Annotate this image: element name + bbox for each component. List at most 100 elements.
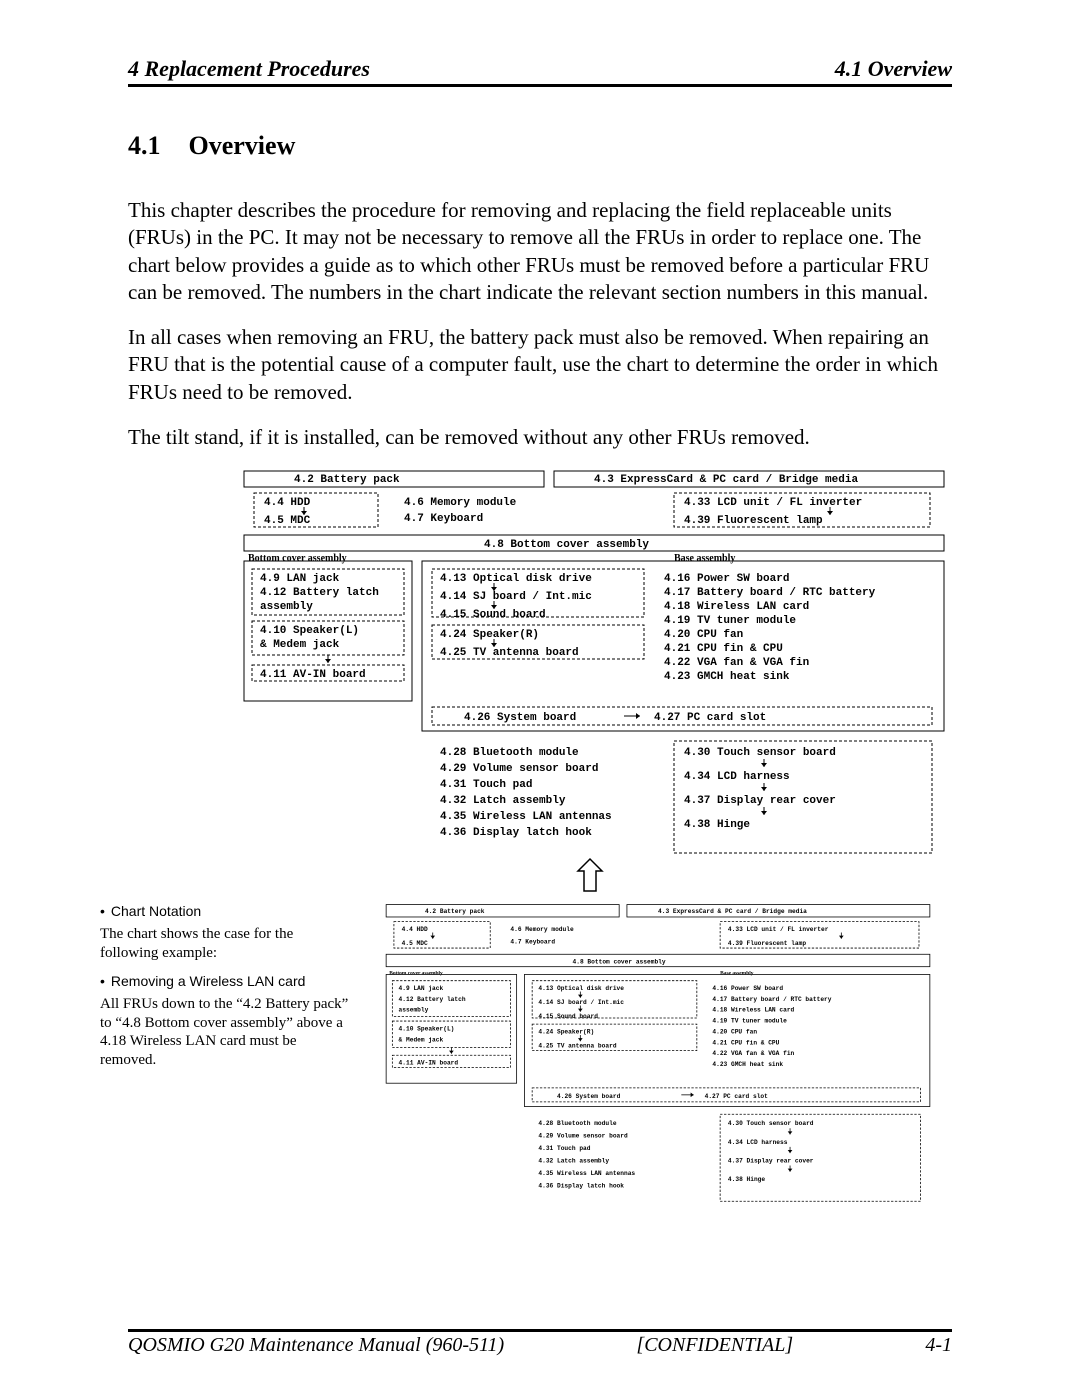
svg-text:4.18 Wireless LAN card: 4.18 Wireless LAN card <box>664 601 809 613</box>
svg-text:4.26 System board: 4.26 System board <box>464 712 576 724</box>
svg-text:& Medem jack: & Medem jack <box>260 639 340 651</box>
svg-text:4.6 Memory module: 4.6 Memory module <box>510 926 574 933</box>
svg-text:4.33 LCD unit / FL inverter: 4.33 LCD unit / FL inverter <box>684 497 862 509</box>
svg-text:4.25 TV antenna board: 4.25 TV antenna board <box>440 647 579 659</box>
svg-text:4.24 Speaker(R): 4.24 Speaker(R) <box>538 1029 594 1036</box>
svg-text:4.8 Bottom cover assembly: 4.8 Bottom cover assembly <box>484 539 649 551</box>
svg-text:4.15 Sound board: 4.15 Sound board <box>440 609 546 621</box>
svg-text:4.6 Memory module: 4.6 Memory module <box>404 497 517 509</box>
svg-text:4.10 Speaker(L): 4.10 Speaker(L) <box>260 625 359 637</box>
svg-text:4.11 AV-IN board: 4.11 AV-IN board <box>260 669 366 681</box>
svg-text:4.29 Volume sensor board: 4.29 Volume sensor board <box>538 1133 628 1140</box>
svg-text:4.31 Touch pad: 4.31 Touch pad <box>538 1145 590 1152</box>
svg-text:Base assembly: Base assembly <box>674 553 735 564</box>
svg-text:4.17 Battery board / RTC batt: 4.17 Battery board / RTC battery <box>712 996 831 1003</box>
svg-text:4.10 Speaker(L): 4.10 Speaker(L) <box>399 1026 455 1033</box>
svg-text:4.7 Keyboard: 4.7 Keyboard <box>404 513 483 525</box>
svg-text:4.20 CPU fan: 4.20 CPU fan <box>664 629 743 641</box>
svg-text:4.12 Battery latch: 4.12 Battery latch <box>260 587 379 599</box>
header-left: 4 Replacement Procedures <box>128 56 370 82</box>
svg-text:Bottom cover assembly: Bottom cover assembly <box>248 553 347 564</box>
svg-text:4.36 Display latch hook: 4.36 Display latch hook <box>538 1183 624 1190</box>
svg-text:4.16 Power SW board: 4.16 Power SW board <box>712 985 783 992</box>
svg-text:4.12 Battery latch: 4.12 Battery latch <box>399 996 466 1003</box>
svg-text:4.39 Fluorescent lamp: 4.39 Fluorescent lamp <box>684 515 823 527</box>
svg-text:4.2 Battery pack: 4.2 Battery pack <box>425 908 485 915</box>
notation-head-2: Removing a Wireless LAN card <box>100 973 350 989</box>
svg-text:4.20 CPU fan: 4.20 CPU fan <box>712 1029 757 1036</box>
svg-text:4.24 Speaker(R): 4.24 Speaker(R) <box>440 629 539 641</box>
svg-text:Base assembly: Base assembly <box>720 971 754 977</box>
footer-right: 4-1 <box>925 1334 952 1357</box>
svg-text:4.2 Battery pack: 4.2 Battery pack <box>294 474 400 486</box>
svg-text:4.14 SJ board / Int.mic: 4.14 SJ board / Int.mic <box>538 999 624 1006</box>
svg-text:4.35 Wireless LAN antennas: 4.35 Wireless LAN antennas <box>538 1170 635 1177</box>
svg-text:4.38 Hinge: 4.38 Hinge <box>684 819 750 831</box>
svg-text:4.23 GMCH heat sink: 4.23 GMCH heat sink <box>712 1061 783 1068</box>
svg-text:4.29 Volume sensor board: 4.29 Volume sensor board <box>440 763 598 775</box>
footer-left: QOSMIO G20 Maintenance Manual (960-511) <box>128 1334 504 1357</box>
svg-text:4.5 MDC: 4.5 MDC <box>402 940 428 947</box>
svg-text:4.17 Battery board / RTC batt: 4.17 Battery board / RTC battery <box>664 587 876 599</box>
svg-text:4.39 Fluorescent lamp: 4.39 Fluorescent lamp <box>728 940 806 947</box>
svg-text:4.28 Bluetooth module: 4.28 Bluetooth module <box>440 747 579 759</box>
svg-text:4.33 LCD unit / FL inverter: 4.33 LCD unit / FL inverter <box>728 926 829 933</box>
section-heading: Overview <box>189 131 296 160</box>
svg-text:4.30 Touch sensor board: 4.30 Touch sensor board <box>684 747 836 759</box>
fru-chart: 4.2 Battery pack 4.3 ExpressCard & PC car… <box>234 469 954 899</box>
notation-text-2: All FRUs down to the “4.2 Battery pack” … <box>100 995 350 1070</box>
svg-text:4.19 TV tuner module: 4.19 TV tuner module <box>712 1018 787 1025</box>
svg-text:4.3 ExpressCard & PC card / B: 4.3 ExpressCard & PC card / Bridge media <box>658 908 807 915</box>
svg-text:4.21 CPU fin & CPU: 4.21 CPU fin & CPU <box>712 1040 779 1047</box>
svg-text:assembly: assembly <box>399 1007 429 1014</box>
svg-text:4.22 VGA fan & VGA fin: 4.22 VGA fan & VGA fin <box>712 1051 794 1058</box>
svg-text:assembly: assembly <box>260 601 313 613</box>
svg-text:4.26 System board: 4.26 System board <box>557 1093 621 1100</box>
svg-text:4.32 Latch assembly: 4.32 Latch assembly <box>538 1158 609 1165</box>
svg-text:4.15 Sound board: 4.15 Sound board <box>538 1013 598 1020</box>
svg-text:4.35 Wireless LAN antennas: 4.35 Wireless LAN antennas <box>440 811 612 823</box>
svg-text:4.4 HDD: 4.4 HDD <box>402 926 428 933</box>
page-header: 4 Replacement Procedures 4.1 Overview <box>128 56 952 87</box>
svg-text:Bottom cover assembly: Bottom cover assembly <box>389 971 443 977</box>
svg-text:4.30 Touch sensor board: 4.30 Touch sensor board <box>728 1121 814 1128</box>
svg-text:4.28 Bluetooth module: 4.28 Bluetooth module <box>538 1121 616 1128</box>
svg-text:4.13 Optical disk drive: 4.13 Optical disk drive <box>538 985 624 992</box>
paragraph-2: In all cases when removing an FRU, the b… <box>128 324 952 406</box>
fru-chart-example: 4.2 Battery pack 4.3 ExpressCard & PC car… <box>378 903 952 1237</box>
svg-text:4.23 GMCH heat sink: 4.23 GMCH heat sink <box>664 671 790 683</box>
svg-text:4.21 CPU fin & CPU: 4.21 CPU fin & CPU <box>664 643 783 655</box>
svg-text:4.25 TV antenna board: 4.25 TV antenna board <box>538 1043 616 1050</box>
section-title: 4.1 Overview <box>128 131 952 161</box>
svg-text:& Medem jack: & Medem jack <box>399 1037 444 1044</box>
page-footer: QOSMIO G20 Maintenance Manual (960-511) … <box>128 1329 952 1357</box>
svg-text:4.37 Display rear cover: 4.37 Display rear cover <box>684 795 836 807</box>
svg-text:4.16 Power SW board: 4.16 Power SW board <box>664 573 789 585</box>
svg-text:4.27 PC card slot: 4.27 PC card slot <box>705 1093 769 1100</box>
svg-text:4.9 LAN jack: 4.9 LAN jack <box>399 985 444 992</box>
section-number: 4.1 <box>128 131 161 160</box>
svg-text:4.18 Wireless LAN card: 4.18 Wireless LAN card <box>712 1007 794 1014</box>
chart-notation: Chart Notation The chart shows the case … <box>100 903 350 1080</box>
svg-text:4.8 Bottom cover assembly: 4.8 Bottom cover assembly <box>573 959 666 966</box>
svg-text:4.37 Display rear cover: 4.37 Display rear cover <box>728 1158 814 1165</box>
svg-text:4.19 TV tuner module: 4.19 TV tuner module <box>664 615 796 627</box>
svg-text:4.11 AV-IN board: 4.11 AV-IN board <box>399 1060 459 1067</box>
svg-text:4.14 SJ board / Int.mic: 4.14 SJ board / Int.mic <box>440 591 592 603</box>
svg-text:4.36 Display latch hook: 4.36 Display latch hook <box>440 827 592 839</box>
svg-text:4.9 LAN jack: 4.9 LAN jack <box>260 573 340 585</box>
svg-text:4.38 Hinge: 4.38 Hinge <box>728 1176 766 1183</box>
paragraph-1: This chapter describes the procedure for… <box>128 197 952 306</box>
notation-text-1: The chart shows the case for the followi… <box>100 925 350 963</box>
svg-text:4.34 LCD harness: 4.34 LCD harness <box>728 1139 788 1146</box>
svg-text:4.5 MDC: 4.5 MDC <box>264 515 311 527</box>
svg-text:4.34 LCD harness: 4.34 LCD harness <box>684 771 790 783</box>
svg-text:4.31 Touch pad: 4.31 Touch pad <box>440 779 532 791</box>
svg-text:4.7 Keyboard: 4.7 Keyboard <box>510 939 555 946</box>
svg-text:4.13 Optical disk drive: 4.13 Optical disk drive <box>440 573 592 585</box>
svg-text:4.22 VGA fan & VGA fin: 4.22 VGA fan & VGA fin <box>664 657 809 669</box>
footer-mid: [CONFIDENTIAL] <box>636 1334 793 1357</box>
notation-head-1: Chart Notation <box>100 903 350 919</box>
svg-text:4.3 ExpressCard & PC card / B: 4.3 ExpressCard & PC card / Bridge media <box>594 474 858 486</box>
header-right: 4.1 Overview <box>835 56 952 82</box>
